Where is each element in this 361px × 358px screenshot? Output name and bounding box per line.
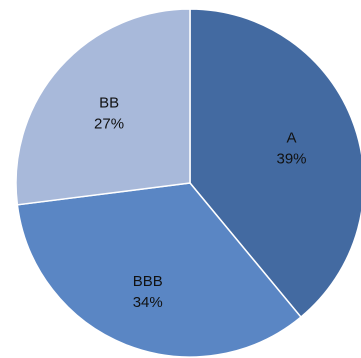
pie-slice-bb [15, 8, 191, 206]
pie-labels: A 39% BBB 34% BB 27% [94, 95, 306, 311]
slice-value-label-a: 39% [276, 150, 306, 167]
slice-category-label-bbb: BBB [133, 273, 163, 290]
slice-value-label-bbb: 34% [133, 294, 163, 311]
slice-category-label-a: A [286, 129, 296, 146]
slice-category-label-bb: BB [99, 95, 119, 112]
pie-slice-a [189, 8, 361, 319]
slice-value-label-bb: 27% [94, 116, 124, 133]
pie-slices [15, 8, 361, 358]
pie-slice-bbb [16, 182, 302, 358]
